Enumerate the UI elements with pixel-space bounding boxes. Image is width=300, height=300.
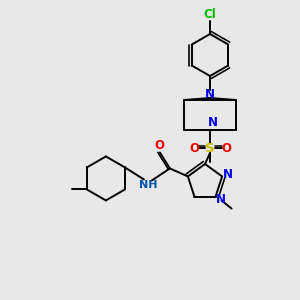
Text: Cl: Cl [204,8,216,22]
Text: N: N [208,116,218,130]
Text: O: O [189,142,199,154]
Text: O: O [154,139,164,152]
Text: O: O [221,142,231,154]
Text: N: N [216,193,226,206]
Text: NH: NH [139,180,157,190]
Text: N: N [223,168,233,181]
Text: S: S [205,142,215,154]
Text: N: N [205,88,215,101]
